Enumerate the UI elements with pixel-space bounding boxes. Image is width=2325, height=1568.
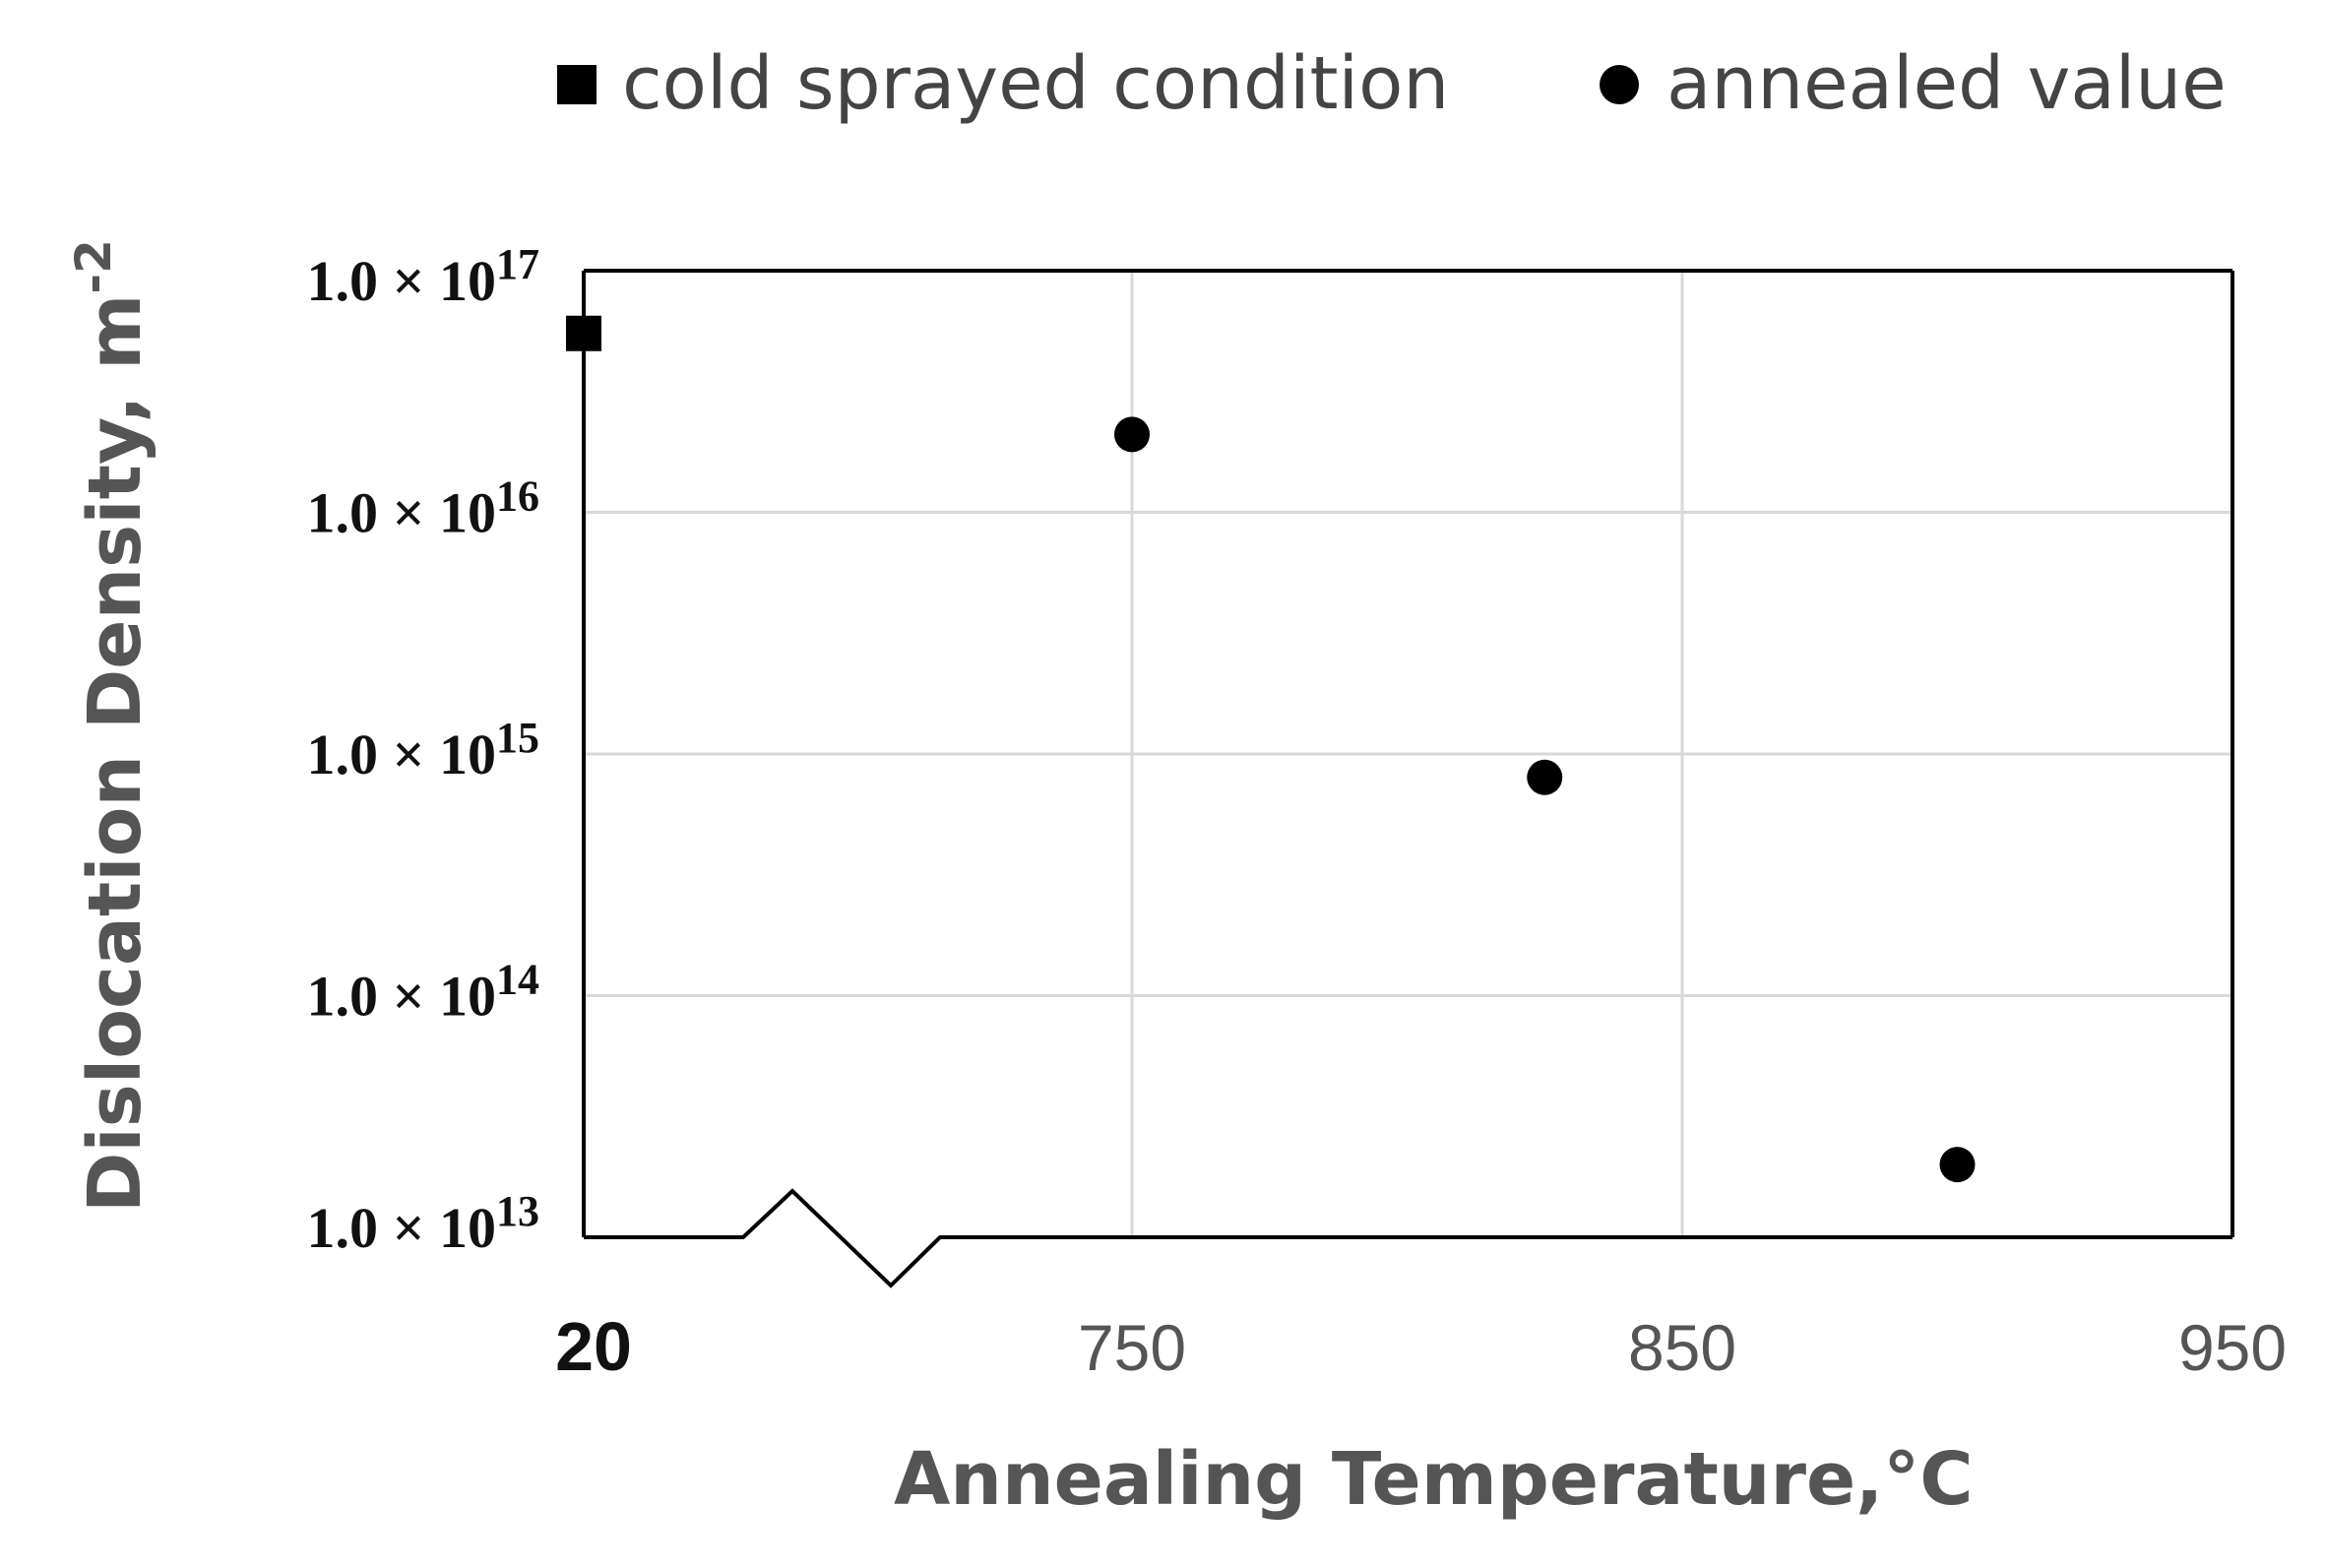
legend-label-cold-sprayed: cold sprayed condition <box>622 41 1449 126</box>
grid-layer <box>584 271 2232 1237</box>
data-point-annealed <box>1939 1147 1976 1183</box>
y-tick-label: 1.0 × 1017 <box>306 240 539 313</box>
y-tick-label: 1.0 × 1016 <box>306 472 539 545</box>
x-axis-title-text: Annealing Temperature, <box>894 1437 1883 1522</box>
y-tick-label: 1.0 × 1015 <box>306 714 539 786</box>
x-tick-label: 850 <box>1628 1311 1736 1384</box>
y-axis-title: Dislocation Density, m-2 <box>65 239 157 1213</box>
x-tick-label: 20 <box>555 1308 632 1385</box>
y-tick-mantissa: 1.0 × 10 <box>306 1196 496 1260</box>
y-tick-mantissa: 1.0 × 10 <box>306 965 496 1029</box>
y-tick-exponent: 15 <box>496 714 539 762</box>
y-tick-mantissa: 1.0 × 10 <box>306 481 496 545</box>
data-point-annealed <box>1114 416 1150 453</box>
x-tick-label: 950 <box>2178 1311 2287 1384</box>
legend-label-annealed: annealed value <box>1666 41 2227 126</box>
legend: cold sprayed condition annealed value <box>557 41 2227 126</box>
data-point-cold-sprayed <box>566 315 601 351</box>
x-tick-label: 750 <box>1078 1311 1186 1384</box>
x-axis-title-unit: °C <box>1883 1437 1973 1522</box>
y-tick-mantissa: 1.0 × 10 <box>306 249 496 313</box>
y-tick-exponent: 13 <box>496 1187 539 1235</box>
y-tick-exponent: 17 <box>496 240 539 288</box>
axis-layer <box>582 269 2234 1288</box>
mark-layer <box>566 315 1976 1183</box>
y-tick-exponent: 14 <box>496 956 539 1004</box>
x-axis-break-line <box>584 1188 1127 1288</box>
y-axis-title-text: Dislocation Density, m <box>73 294 157 1213</box>
data-point-annealed <box>1527 759 1563 795</box>
y-axis-title-exp: -2 <box>65 239 122 294</box>
y-tick-mantissa: 1.0 × 10 <box>306 722 496 786</box>
x-axis-title: Annealing Temperature,°C <box>894 1437 1974 1522</box>
y-tick-label: 1.0 × 1013 <box>306 1187 539 1260</box>
y-tick-exponent: 16 <box>496 472 539 521</box>
legend-square-marker <box>557 65 597 104</box>
legend-circle-marker <box>1600 65 1639 104</box>
y-tick-label: 1.0 × 1014 <box>306 956 539 1029</box>
